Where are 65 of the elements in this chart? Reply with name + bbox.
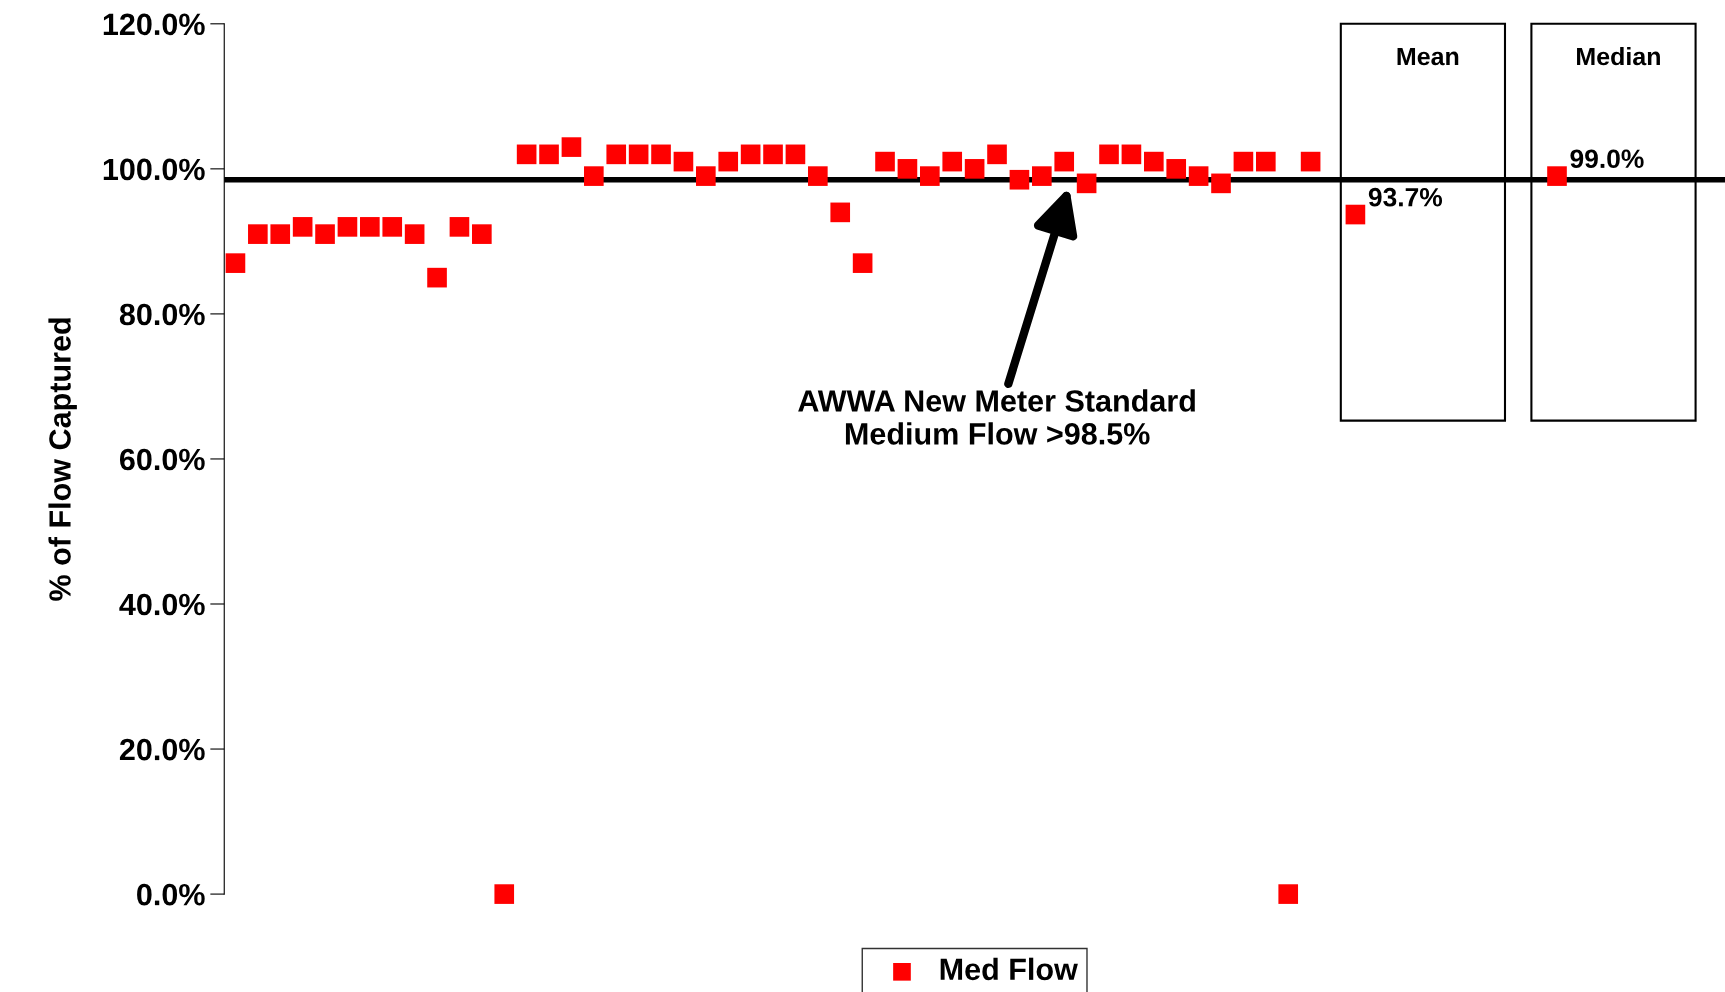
y-tick-label: 0.0% <box>137 883 205 906</box>
point <box>651 144 671 165</box>
point <box>964 159 985 179</box>
point <box>494 884 515 904</box>
point <box>763 144 783 165</box>
point <box>584 166 604 186</box>
point <box>1121 144 1142 165</box>
point <box>1211 173 1231 194</box>
point <box>920 166 940 186</box>
point <box>897 159 918 179</box>
point <box>292 217 313 237</box>
point <box>539 144 559 165</box>
point <box>718 151 739 172</box>
point <box>225 253 246 273</box>
point <box>248 224 268 244</box>
point <box>337 217 358 237</box>
point <box>1278 884 1299 904</box>
y-tick-label: 120.0% <box>103 13 205 36</box>
point <box>1144 151 1164 172</box>
point <box>1032 166 1052 186</box>
point <box>696 166 716 186</box>
point <box>427 267 447 288</box>
y-axis-title: % of Flow Captured <box>48 318 77 601</box>
point <box>1009 169 1030 190</box>
point <box>516 144 537 165</box>
point <box>808 166 828 186</box>
point <box>1345 204 1366 225</box>
point <box>360 217 380 237</box>
data-label: 93.7% <box>1368 187 1443 207</box>
annotation: Median <box>1577 46 1660 66</box>
point <box>830 202 851 223</box>
y-tick-label: 60.0% <box>119 448 205 471</box>
point <box>1166 159 1187 179</box>
point <box>875 151 895 172</box>
point <box>987 144 1007 165</box>
point <box>852 253 873 273</box>
y-tick-label: 80.0% <box>119 303 205 326</box>
point <box>1547 166 1567 186</box>
point <box>1233 151 1254 172</box>
point <box>315 224 335 244</box>
point <box>740 144 761 165</box>
point <box>1054 151 1075 172</box>
point <box>1076 173 1097 194</box>
point <box>270 224 291 244</box>
ref-line-label: AWWA New Meter Standard Medium Flow >98.5% <box>798 389 1195 445</box>
point <box>785 144 806 165</box>
point <box>673 151 694 172</box>
point <box>1300 151 1321 172</box>
y-tick-label: 20.0% <box>119 738 205 761</box>
point <box>404 224 425 244</box>
annotation: Mean <box>1397 47 1459 66</box>
point <box>942 151 963 172</box>
data-label: 99.0% <box>1570 149 1644 169</box>
y-tick-label: 100.0% <box>103 158 205 181</box>
point <box>606 144 627 165</box>
point <box>1255 151 1276 172</box>
point <box>382 217 403 237</box>
point <box>1099 144 1119 165</box>
point <box>561 137 582 157</box>
point <box>449 217 470 237</box>
point <box>628 144 649 165</box>
point <box>472 224 492 244</box>
legend-label: Med Flow <box>940 957 1078 981</box>
point <box>1188 166 1209 186</box>
y-tick-label: 40.0% <box>119 593 205 616</box>
